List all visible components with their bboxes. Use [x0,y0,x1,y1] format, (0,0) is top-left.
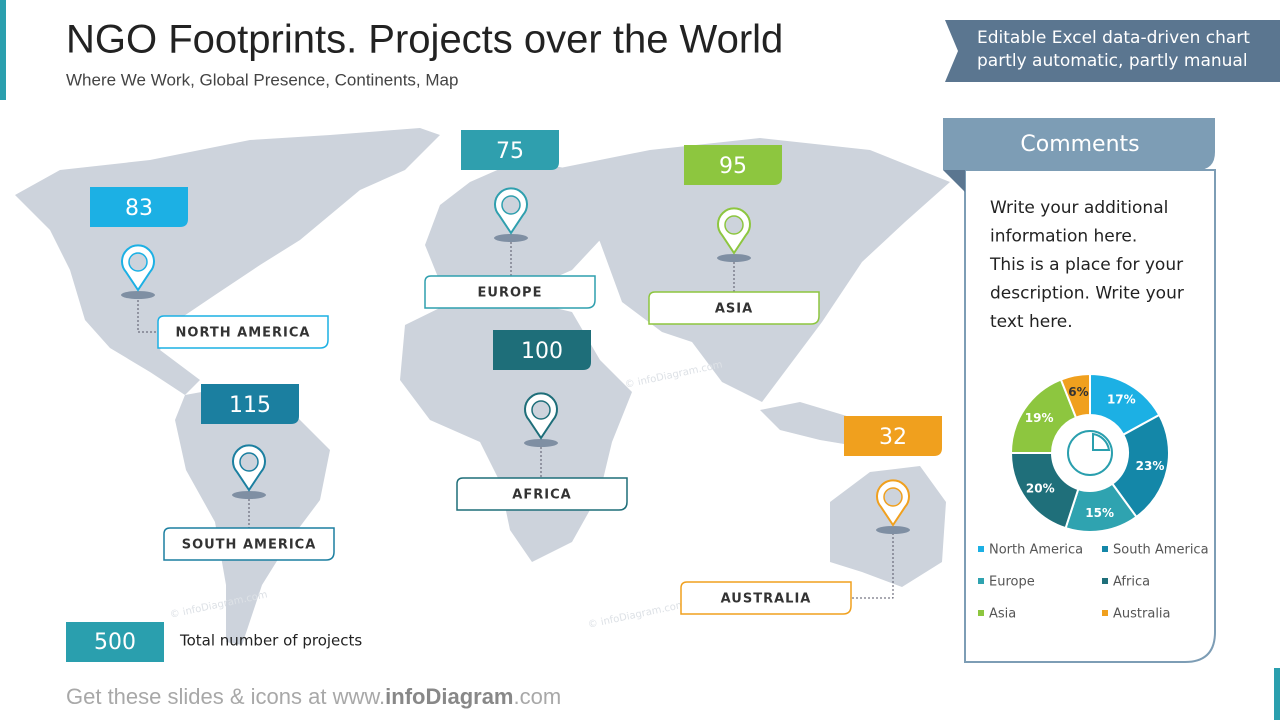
total-box [66,622,164,662]
footer: Get these slides & icons at www.infoDiag… [66,684,561,709]
comments-title: Comments [1020,132,1139,157]
donut-slice [1059,372,1091,419]
legend-swatch [978,610,984,616]
legend-label: Australia [1113,607,1171,622]
title: NGO Footprints. Projects over the World [66,18,783,62]
pin-dot [501,195,521,215]
label-box [163,527,335,561]
legend-swatch [1102,578,1108,584]
comment-line: text here. [990,312,1073,332]
label-box [157,315,329,349]
pin-dot [531,400,551,420]
value-tab [684,145,782,185]
region-name: EUROPE [478,286,543,301]
subtitle: Where We Work, Global Presence, Continen… [66,70,458,89]
pin-dot [239,452,259,472]
value-tab [90,187,188,227]
slice-label: 6% [1068,385,1088,399]
slice-label: 23% [1136,459,1165,473]
donut-chart: 17% North America 23% South America 15% Europ… [978,372,1209,622]
accent-bar [0,0,6,100]
pin-shadow [232,491,266,499]
footer-brand: infoDiagram [385,684,513,709]
total-label: Total number of projects [179,632,362,650]
badge [945,20,1280,82]
value-tab [493,330,591,370]
donut-icon [1067,430,1113,476]
pin-shadow [524,439,558,447]
comment-line: Write your additional [990,198,1168,218]
region-name: AUSTRALIA [721,592,812,607]
asia [560,138,950,402]
pin-shadow [121,291,155,299]
legend-label: Europe [989,575,1035,590]
connector [137,296,158,333]
pin-dot [883,487,903,507]
project-count: 83 [125,196,153,221]
badge-text: Editable Excel data-driven chart [977,28,1250,48]
region-markers: 83 NORTH AMERICA 75 EUROPE 95 ASIA 100 AFRICA 11… [90,130,942,615]
project-count: 75 [496,139,524,164]
region-name: AFRICA [512,488,571,503]
connector [851,529,894,599]
comment-line: description. Write your [990,284,1184,304]
pin-dot [724,215,744,235]
slice-label: 20% [1026,482,1055,496]
legend-label: North America [989,543,1083,558]
footer-text: .com [514,684,562,709]
project-count: 32 [879,425,907,450]
slice-label: 15% [1085,506,1114,520]
legend-label: Asia [989,607,1016,622]
label-box [680,581,852,615]
pin-dot [128,252,148,272]
badge-text: partly automatic, partly manual [977,51,1248,71]
south-america [175,385,330,645]
region-name: ASIA [715,302,753,317]
legend-swatch [1102,610,1108,616]
legend-swatch [978,578,984,584]
legend-swatch [978,546,984,552]
legend-swatch [1102,546,1108,552]
comment-line: information here. [990,227,1137,247]
value-tab [461,130,559,170]
region-name: NORTH AMERICA [176,326,311,341]
footer-text: Get these slides & icons at www. [66,684,385,709]
slice-label: 19% [1025,411,1054,425]
total-value: 500 [94,630,136,655]
panel-fold [943,170,965,192]
legend-label: South America [1113,543,1209,558]
accent-bar [1274,668,1280,720]
pin-shadow [876,526,910,534]
project-count: 100 [521,339,563,364]
region-name: SOUTH AMERICA [182,538,317,553]
comments-text: Write your additional information here. Th… [989,198,1184,332]
slice-label: 17% [1107,393,1136,407]
donut-icon [1092,432,1111,451]
project-count: 95 [719,154,747,179]
value-tab [201,384,299,424]
comment-line: This is a place for your [989,255,1183,275]
label-box [648,291,820,325]
label-box [456,477,628,511]
label-box [424,275,596,309]
pin-shadow [494,234,528,242]
project-count: 115 [229,393,271,418]
value-tab [844,416,942,456]
comments-header [943,118,1215,170]
pin-shadow [717,254,751,262]
donut-slice [1110,413,1170,519]
legend-label: Africa [1113,575,1150,590]
